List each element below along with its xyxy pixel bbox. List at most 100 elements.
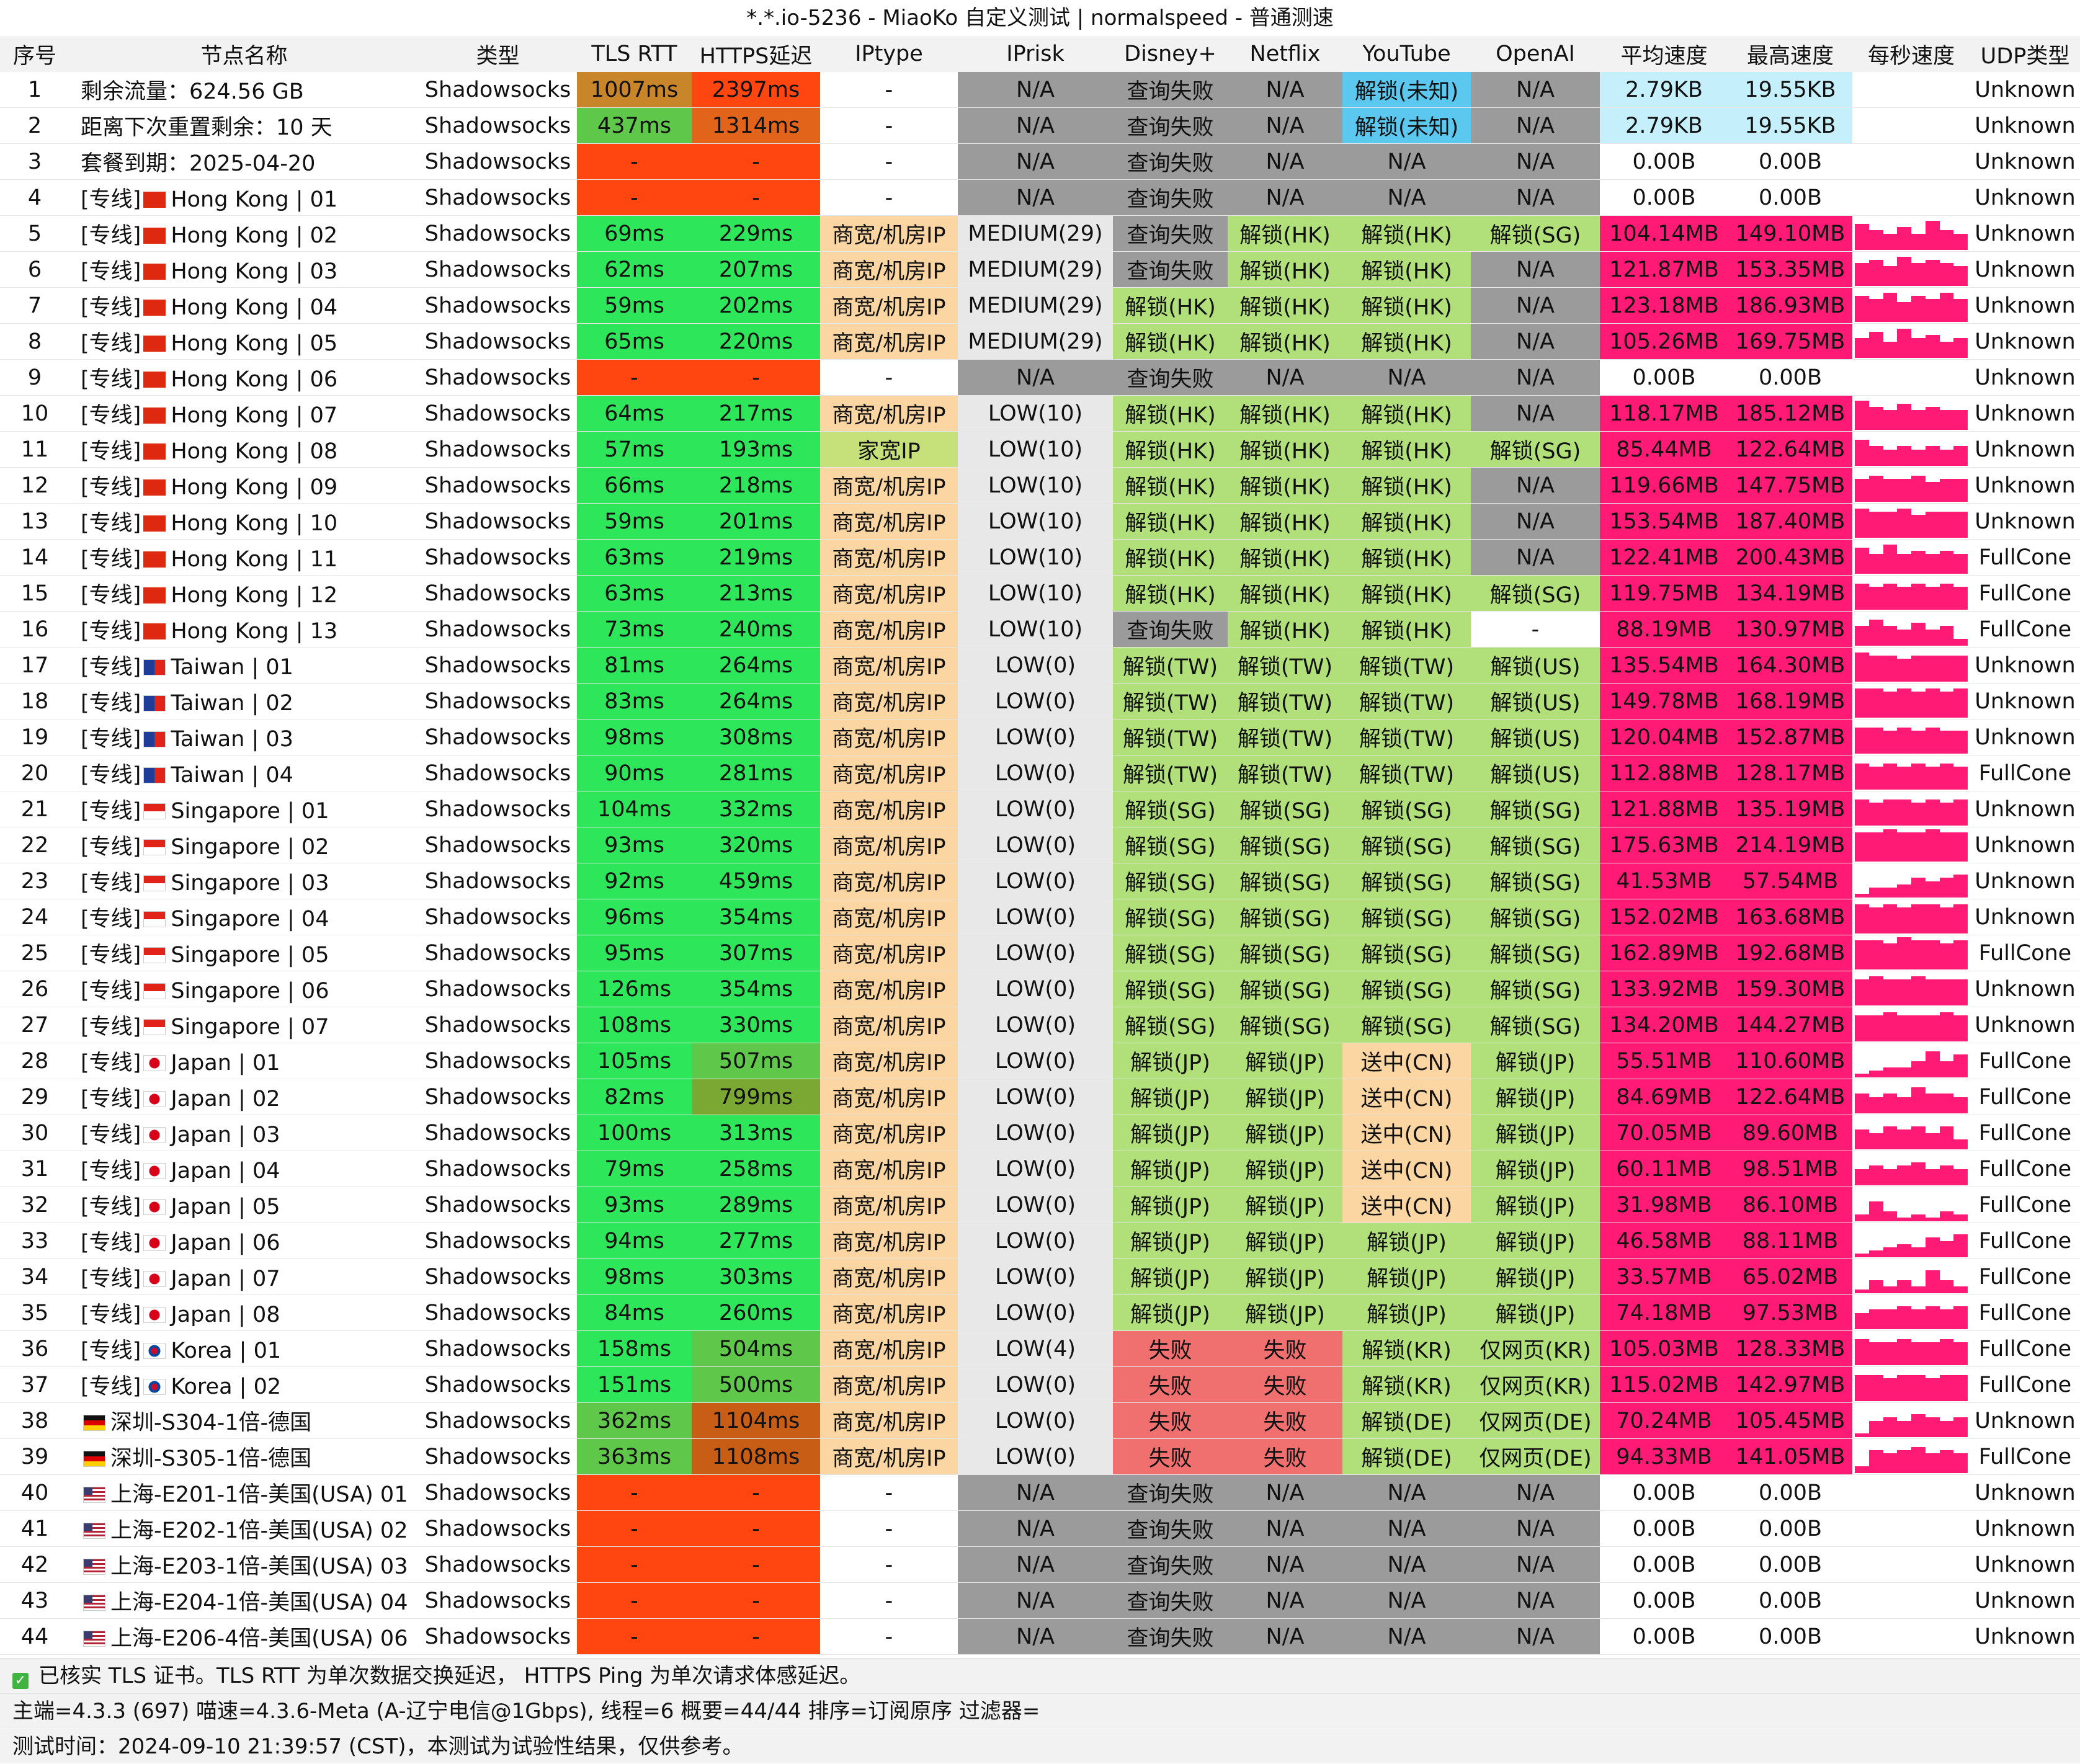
table-row[interactable]: 37 [专线] Korea | 02 Shadowsocks 151ms 500ms 商宽/…: [0, 1366, 2080, 1403]
header-youtube[interactable]: YouTube: [1342, 36, 1471, 72]
node-name-text: Japan | 04: [171, 1159, 280, 1183]
speed-bar: [1868, 1015, 1883, 1041]
header-avg-speed[interactable]: 平均速度: [1600, 36, 1728, 72]
table-row[interactable]: 34 [专线] Japan | 07 Shadowsocks 98ms 303ms 商宽/机…: [0, 1258, 2080, 1295]
cell-speed-graph: [1852, 1151, 1970, 1187]
cell-index: 4: [0, 179, 69, 216]
table-row[interactable]: 32 [专线] Japan | 05 Shadowsocks 93ms 289ms 商宽/机…: [0, 1187, 2080, 1223]
table-row[interactable]: 25 [专线] Singapore | 05 Shadowsocks 95ms 307ms…: [0, 935, 2080, 971]
table-row[interactable]: 24 [专线] Singapore | 04 Shadowsocks 96ms 354ms…: [0, 899, 2080, 935]
header-per-second-speed[interactable]: 每秒速度: [1852, 36, 1970, 72]
header-iptype[interactable]: IPtype: [820, 36, 958, 72]
header-disney[interactable]: Disney+: [1113, 36, 1228, 72]
header-type[interactable]: 类型: [419, 36, 577, 72]
cell-max-speed: 57.54MB: [1728, 863, 1852, 899]
node-name-text: Hong Kong | 08: [171, 439, 338, 464]
cell-type: Shadowsocks: [419, 323, 577, 360]
table-row[interactable]: 15 [专线] Hong Kong | 12 Shadowsocks 63ms 213ms…: [0, 575, 2080, 612]
table-row[interactable]: 27 [专线] Singapore | 07 Shadowsocks 108ms 330m…: [0, 1007, 2080, 1043]
header-max-speed[interactable]: 最高速度: [1728, 36, 1852, 72]
table-row[interactable]: 16 [专线] Hong Kong | 13 Shadowsocks 73ms 240ms…: [0, 611, 2080, 648]
table-row[interactable]: 31 [专线] Japan | 04 Shadowsocks 79ms 258ms 商宽/机…: [0, 1151, 2080, 1187]
header-index[interactable]: 序号: [0, 36, 69, 72]
table-row[interactable]: 43 上海-E204-1倍-美国(USA) 04 Shadowsocks - - - N/A…: [0, 1582, 2080, 1619]
speed-bar: [1911, 551, 1926, 574]
table-row[interactable]: 33 [专线] Japan | 06 Shadowsocks 94ms 277ms 商宽/机…: [0, 1223, 2080, 1259]
cell-iptype: 商宽/机房IP: [820, 1079, 958, 1115]
table-row[interactable]: 3 套餐到期：2025-04-20 Shadowsocks - - - N/A 查询失败 N/A…: [0, 143, 2080, 180]
node-name-text: Singapore | 02: [171, 835, 329, 860]
cell-iprisk: MEDIUM(29): [958, 251, 1113, 288]
header-openai[interactable]: OpenAI: [1471, 36, 1600, 72]
cell-avg-speed: 0.00B: [1600, 1546, 1728, 1583]
line-tag: [专线]: [81, 1159, 141, 1183]
flag-hk-icon: [143, 300, 166, 316]
table-row[interactable]: 40 上海-E201-1倍-美国(USA) 01 Shadowsocks - - - N/A…: [0, 1474, 2080, 1511]
speed-bar: [1911, 1162, 1926, 1185]
cell-index: 3: [0, 143, 69, 180]
cell-udp-type: Unknown: [1970, 719, 2080, 755]
cell-tls-rtt: 59ms: [577, 503, 692, 540]
flag-hk-icon: [143, 587, 166, 604]
table-row[interactable]: 21 [专线] Singapore | 01 Shadowsocks 104ms 332m…: [0, 791, 2080, 827]
cell-openai: 解锁(SG): [1471, 971, 1600, 1007]
table-row[interactable]: 13 [专线] Hong Kong | 10 Shadowsocks 59ms 201ms…: [0, 503, 2080, 540]
table-row[interactable]: 30 [专线] Japan | 03 Shadowsocks 100ms 313ms 商宽/…: [0, 1115, 2080, 1151]
cell-netflix: 解锁(HK): [1228, 539, 1342, 576]
header-iprisk[interactable]: IPrisk: [958, 36, 1113, 72]
table-row[interactable]: 20 [专线] Taiwan | 04 Shadowsocks 90ms 281ms 商宽/…: [0, 755, 2080, 791]
speed-bar: [1897, 1097, 1911, 1113]
table-row[interactable]: 41 上海-E202-1倍-美国(USA) 02 Shadowsocks - - - N/A…: [0, 1510, 2080, 1547]
table-row[interactable]: 7 [专线] Hong Kong | 04 Shadowsocks 59ms 202ms 商…: [0, 287, 2080, 324]
table-row[interactable]: 9 [专线] Hong Kong | 06 Shadowsocks - - - N/A 查询失败…: [0, 359, 2080, 396]
table-row[interactable]: 28 [专线] Japan | 01 Shadowsocks 105ms 507ms 商宽/…: [0, 1043, 2080, 1079]
table-row[interactable]: 44 上海-E206-4倍-美国(USA) 06 Shadowsocks - - - N/A…: [0, 1618, 2080, 1655]
cell-index: 13: [0, 503, 69, 540]
header-udp-type[interactable]: UDP类型: [1970, 36, 2080, 72]
table-row[interactable]: 17 [专线] Taiwan | 01 Shadowsocks 81ms 264ms 商宽/…: [0, 647, 2080, 684]
header-https-latency[interactable]: HTTPS延迟: [692, 36, 820, 72]
speed-bar: [1925, 299, 1940, 322]
table-row[interactable]: 2 距离下次重置剩余：10 天 Shadowsocks 437ms 1314ms - N/A…: [0, 107, 2080, 144]
cell-type: Shadowsocks: [419, 575, 577, 612]
cell-iprisk: MEDIUM(29): [958, 287, 1113, 324]
table-row[interactable]: 12 [专线] Hong Kong | 09 Shadowsocks 66ms 218ms…: [0, 467, 2080, 504]
table-row[interactable]: 18 [专线] Taiwan | 02 Shadowsocks 83ms 264ms 商宽/…: [0, 683, 2080, 719]
table-row[interactable]: 22 [专线] Singapore | 02 Shadowsocks 93ms 320ms…: [0, 827, 2080, 863]
table-row[interactable]: 5 [专线] Hong Kong | 02 Shadowsocks 69ms 229ms 商…: [0, 215, 2080, 252]
speed-bar: [1911, 410, 1926, 430]
table-row[interactable]: 35 [专线] Japan | 08 Shadowsocks 84ms 260ms 商宽/机…: [0, 1294, 2080, 1331]
speed-bar: [1868, 1309, 1883, 1329]
table-row[interactable]: 8 [专线] Hong Kong | 05 Shadowsocks 65ms 220ms 商…: [0, 323, 2080, 360]
table-row[interactable]: 19 [专线] Taiwan | 03 Shadowsocks 98ms 308ms 商宽/…: [0, 719, 2080, 755]
table-row[interactable]: 23 [专线] Singapore | 03 Shadowsocks 92ms 459ms…: [0, 863, 2080, 899]
cell-iprisk: LOW(0): [958, 1007, 1113, 1043]
table-row[interactable]: 4 [专线] Hong Kong | 01 Shadowsocks - - - N/A 查询失败…: [0, 179, 2080, 216]
table-row[interactable]: 38 深圳-S304-1倍-德国 Shadowsocks 362ms 1104ms 商宽/…: [0, 1402, 2080, 1439]
speed-bar: [1855, 652, 1869, 682]
table-row[interactable]: 42 上海-E203-1倍-美国(USA) 03 Shadowsocks - - - N/A…: [0, 1546, 2080, 1583]
cell-disney: 查询失败: [1113, 143, 1228, 180]
node-name-text: 上海-E204-1倍-美国(USA) 04: [110, 1590, 408, 1615]
table-row[interactable]: 1 剩余流量：624.56 GB Shadowsocks 1007ms 2397ms - N…: [0, 72, 2080, 108]
table-row[interactable]: 39 深圳-S305-1倍-德国 Shadowsocks 363ms 1108ms 商宽/…: [0, 1438, 2080, 1475]
table-row[interactable]: 11 [专线] Hong Kong | 08 Shadowsocks 57ms 193ms…: [0, 431, 2080, 468]
cell-iprisk: N/A: [958, 107, 1113, 144]
cell-tls-rtt: 1007ms: [577, 72, 692, 108]
header-netflix[interactable]: Netflix: [1228, 36, 1342, 72]
header-tls-rtt[interactable]: TLS RTT: [577, 36, 692, 72]
table-row[interactable]: 36 [专线] Korea | 01 Shadowsocks 158ms 504ms 商宽/…: [0, 1330, 2080, 1367]
flag-us-icon: [83, 1487, 105, 1503]
table-row[interactable]: 10 [专线] Hong Kong | 07 Shadowsocks 64ms 217ms…: [0, 395, 2080, 432]
cell-disney: 解锁(HK): [1113, 287, 1228, 324]
table-row[interactable]: 29 [专线] Japan | 02 Shadowsocks 82ms 799ms 商宽/机…: [0, 1079, 2080, 1115]
flag-hk-icon: [143, 228, 166, 244]
table-row[interactable]: 6 [专线] Hong Kong | 03 Shadowsocks 62ms 207ms 商…: [0, 251, 2080, 288]
table-row[interactable]: 14 [专线] Hong Kong | 11 Shadowsocks 63ms 219ms…: [0, 539, 2080, 576]
header-node-name[interactable]: 节点名称: [69, 36, 419, 72]
table-row[interactable]: 26 [专线] Singapore | 06 Shadowsocks 126ms 354m…: [0, 971, 2080, 1007]
cell-tls-rtt: 65ms: [577, 323, 692, 360]
cell-youtube: 解锁(SG): [1342, 791, 1471, 827]
cell-iprisk: LOW(0): [958, 863, 1113, 899]
